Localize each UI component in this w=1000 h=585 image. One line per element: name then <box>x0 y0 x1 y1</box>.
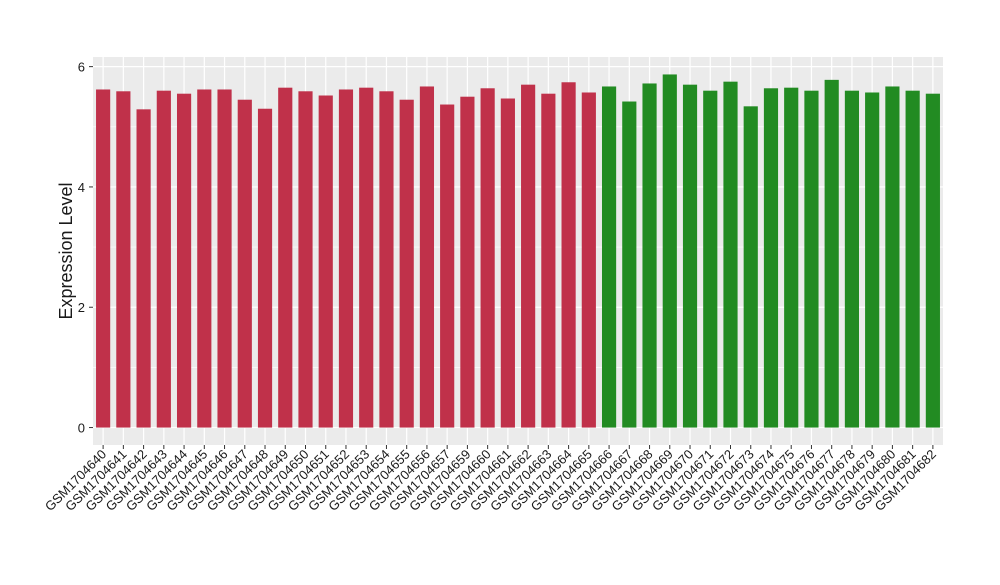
y-tick-label: 4 <box>78 180 85 195</box>
bar <box>217 89 232 428</box>
bar <box>905 90 920 428</box>
bar <box>136 109 151 428</box>
bar <box>521 84 536 428</box>
bar <box>561 82 576 428</box>
bar <box>885 86 900 428</box>
bar <box>318 95 333 428</box>
bar <box>237 99 252 428</box>
bar <box>723 81 738 428</box>
bar <box>784 87 799 428</box>
bar <box>379 91 394 428</box>
bar <box>844 90 860 428</box>
y-axis-label: Expression Level <box>56 182 76 319</box>
bar <box>298 91 313 428</box>
bar <box>440 104 455 428</box>
bar <box>419 86 435 428</box>
bar <box>278 87 293 428</box>
bar <box>804 90 819 428</box>
bar <box>338 89 354 428</box>
bar <box>541 93 556 428</box>
bar <box>480 88 495 428</box>
bar <box>460 96 475 428</box>
bar <box>197 89 212 428</box>
y-tick-label: 2 <box>78 300 85 315</box>
bar <box>116 91 131 428</box>
y-tick-label: 6 <box>78 60 85 75</box>
bar <box>176 93 192 428</box>
bar <box>925 93 940 428</box>
bar <box>682 84 698 428</box>
bar <box>601 86 617 428</box>
panel <box>93 57 943 445</box>
bar <box>662 74 677 428</box>
bar <box>622 101 637 428</box>
bar <box>257 108 273 428</box>
bar <box>763 88 779 428</box>
bar <box>156 90 171 428</box>
bar <box>96 89 111 428</box>
bar <box>581 92 596 428</box>
bar <box>500 98 515 428</box>
bar <box>743 106 758 428</box>
bar <box>359 87 374 428</box>
bar <box>703 90 718 428</box>
y-tick-label: 0 <box>78 421 85 436</box>
bar <box>399 99 414 428</box>
bar <box>642 83 657 428</box>
bar <box>824 79 839 428</box>
bar <box>865 92 880 428</box>
